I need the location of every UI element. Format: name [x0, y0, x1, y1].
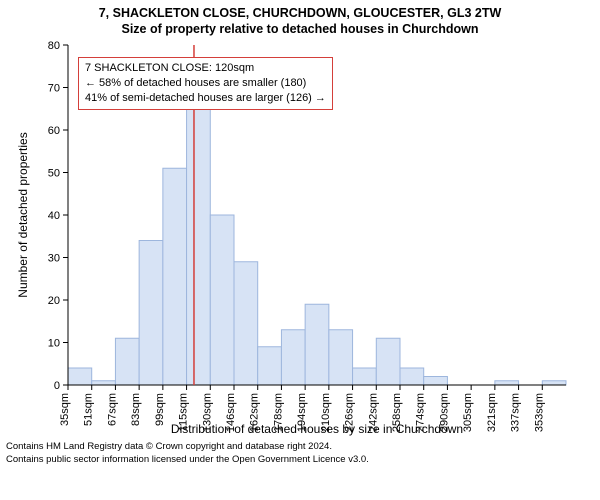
histogram-bar [424, 377, 448, 386]
histogram-bar [210, 215, 234, 385]
histogram-bar [400, 368, 424, 385]
histogram-bar [92, 381, 116, 385]
x-tick-label: 35sqm [59, 393, 71, 426]
svg-text:80: 80 [48, 40, 60, 52]
svg-text:20: 20 [48, 295, 60, 307]
histogram-bar [376, 339, 400, 386]
svg-text:30: 30 [48, 253, 60, 265]
histogram-bar [305, 305, 329, 386]
x-axis-label: Distribution of detached houses by size … [171, 422, 463, 436]
x-tick-label: 337sqm [510, 393, 522, 432]
histogram-bar [139, 241, 163, 386]
svg-text:50: 50 [48, 168, 60, 180]
footer-attribution: Contains HM Land Registry data © Crown c… [0, 437, 600, 467]
annotation-line: 41% of semi-detached houses are larger (… [85, 91, 326, 106]
x-tick-label: 305sqm [462, 393, 474, 432]
footer-line2: Contains public sector information licen… [6, 454, 594, 467]
histogram-bar [281, 330, 305, 385]
svg-text:40: 40 [48, 210, 60, 222]
histogram-bar [495, 381, 519, 385]
histogram-chart: 0 10 20 30 40 50 60 70 80 35sqm 51sqm 67sqm 83sqm 99s… [10, 37, 590, 437]
histogram-bar [353, 368, 377, 385]
page-title-line2: Size of property relative to detached ho… [0, 22, 600, 38]
footer-line1: Contains HM Land Registry data © Crown c… [6, 441, 594, 454]
histogram-bar [234, 262, 258, 385]
histogram-bar [115, 339, 139, 386]
annotation-box: 7 SHACKLETON CLOSE: 120sqm← 58% of detac… [78, 57, 333, 110]
histogram-bar [258, 347, 282, 385]
x-tick-label: 83sqm [130, 393, 142, 426]
histogram-bar [329, 330, 353, 385]
x-tick-label: 99sqm [154, 393, 166, 426]
svg-text:70: 70 [48, 83, 60, 95]
x-tick-label: 67sqm [106, 393, 118, 426]
histogram-bar [68, 368, 92, 385]
annotation-line: ← 58% of detached houses are smaller (18… [85, 76, 326, 91]
svg-text:60: 60 [48, 125, 60, 137]
page-title-line1: 7, SHACKLETON CLOSE, CHURCHDOWN, GLOUCES… [0, 0, 600, 22]
x-tick-label: 51sqm [83, 393, 95, 426]
x-tick-label: 321sqm [486, 393, 498, 432]
annotation-line: 7 SHACKLETON CLOSE: 120sqm [85, 61, 326, 76]
histogram-bar [187, 101, 211, 386]
histogram-bar [542, 381, 566, 385]
x-tick-label: 353sqm [533, 393, 545, 432]
svg-text:0: 0 [54, 380, 60, 392]
svg-text:10: 10 [48, 338, 60, 350]
histogram-bar [163, 169, 187, 386]
y-axis-label: Number of detached properties [16, 133, 30, 298]
